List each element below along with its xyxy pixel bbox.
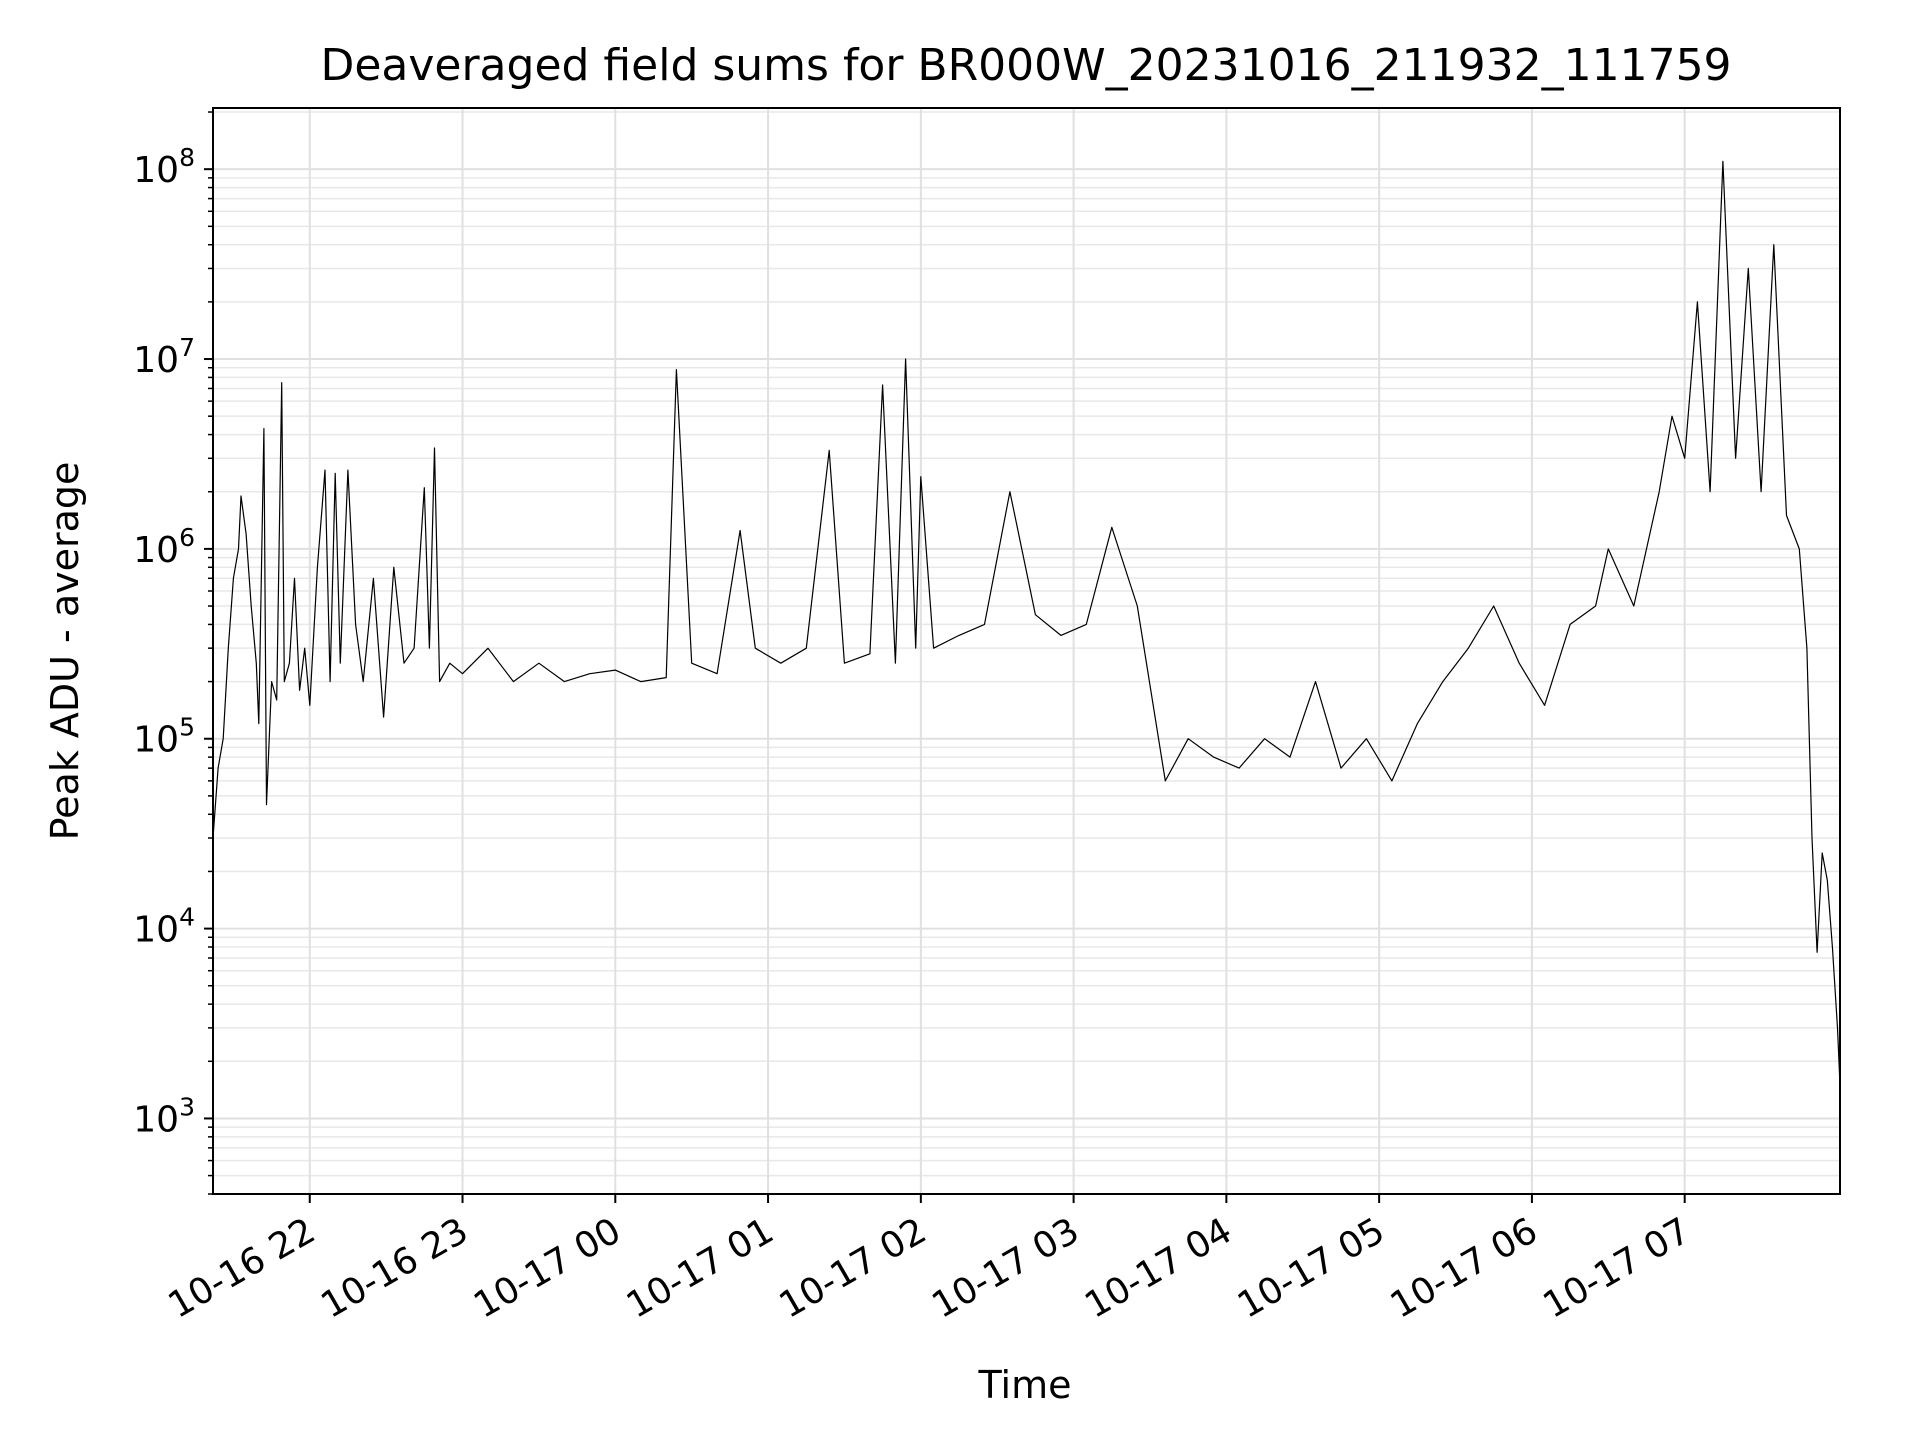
data-series-line [212,160,1841,1086]
y-tick-label: 104 [133,903,195,951]
x-tick-label: 10-16 23 [314,1210,475,1326]
x-tick-label: 10-17 04 [1078,1210,1239,1326]
x-tick-label: 10-17 06 [1384,1210,1545,1326]
y-tick-label: 105 [133,713,195,761]
x-tick-label: 10-17 00 [467,1210,628,1326]
x-tick-label: 10-17 02 [773,1210,934,1326]
y-axis-label: Peak ADU - average [43,462,87,841]
x-tick-label: 10-16 22 [162,1210,323,1326]
plot-frame [212,107,1841,1195]
x-tick-label: 10-17 03 [925,1210,1086,1326]
y-axis: 103 104 105 106 107 108 [133,111,213,1195]
x-tick-label: 10-17 01 [620,1210,781,1326]
y-tick-label: 103 [133,1092,195,1140]
x-tick-label: 10-17 05 [1231,1210,1392,1326]
chart-title: Deaveraged field sums for BR000W_2023101… [320,40,1731,91]
y-tick-label: 107 [133,333,195,381]
x-axis-label: Time [978,1363,1072,1407]
y-tick-label: 106 [133,523,195,571]
x-tick-label: 10-17 07 [1537,1210,1698,1326]
y-tick-label: 108 [133,143,195,191]
grid [213,108,1840,1195]
